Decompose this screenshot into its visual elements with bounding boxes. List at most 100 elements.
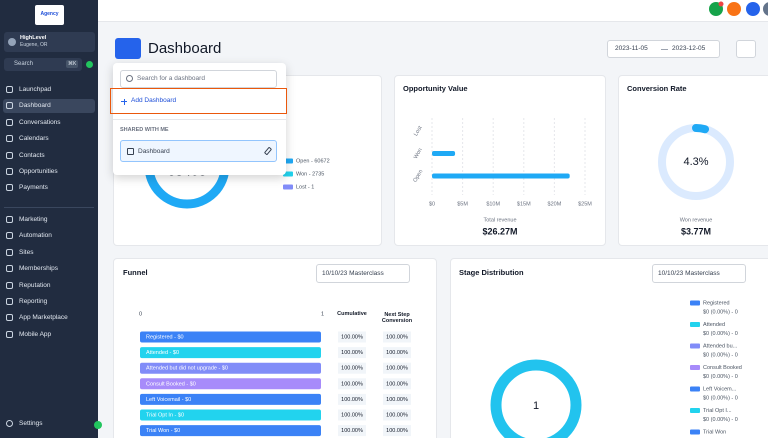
cumulative: 100.00% [341,334,363,340]
bar [432,151,456,156]
filter-select[interactable]: 10/10/23 Masterclass [652,264,746,283]
nav-item[interactable]: Reporting [3,295,95,309]
nav-item[interactable]: Marketing [3,213,95,227]
nav-icon [6,102,13,110]
nav-icon [6,135,13,143]
nav-label: Opportunities [19,168,58,175]
filter-select[interactable]: 10/10/23 Masterclass [316,264,410,283]
legend-swatch [690,343,700,349]
nav-label: Conversations [19,118,61,126]
cell [383,331,411,343]
card-title: Funnel [123,268,148,277]
axis-label: 1 [321,311,324,317]
legend-label: Lost - 1 [296,184,314,190]
nav-label: App Marketplace [19,314,68,322]
nav-item[interactable]: Payments [3,181,95,195]
date-end: 2023-12-05 [672,45,706,52]
date-range[interactable]: 2023-11-05 2023-12-05 [607,40,720,58]
nav-icon [6,330,13,338]
dashboard-dropdown: Search for a dashboard Add Dashboard SHARE… [110,63,287,175]
cell [338,425,366,437]
next-conversion: 100.00% [386,412,408,418]
nav-icon [6,298,13,305]
divider [113,119,286,120]
dashboard-switcher[interactable] [115,38,141,59]
edit-button[interactable] [736,40,756,58]
add-label: Add Dashboard [131,97,177,104]
cell [383,425,411,437]
nav-item[interactable]: Sites [3,246,95,260]
donut-ring [490,359,582,438]
nav-item[interactable]: Automation [3,229,95,243]
caption: Won revenue [680,217,713,223]
nav-item[interactable]: Contacts [3,149,95,163]
account-name: HighLevel [20,35,47,41]
funnel-bar [140,409,321,421]
next-conversion: 100.00% [386,428,408,434]
card-title: Opportunity Value [403,84,468,93]
settings-item[interactable]: Settings [3,417,95,431]
nav-label: Calendars [19,135,49,143]
nav-item[interactable]: Calendars [3,132,95,146]
legend-detail: $0 (0.00%) - 0 [703,309,738,315]
funnel-label: Consult Booked - $0 [146,381,196,387]
nav-label: Launchpad [19,86,52,93]
nav-item[interactable]: Launchpad [3,83,95,97]
donut-value: 1 [533,400,539,412]
add-dashboard[interactable]: Add Dashboard [110,88,287,114]
nav-item[interactable]: Dashboard [3,99,95,114]
quick-add[interactable] [86,61,93,68]
funnel-bar [140,393,321,405]
nav-icon [6,248,13,256]
legend-name: Consult Booked [703,365,742,371]
funnel-label: Trial Won - $0 [146,428,180,434]
x-tick-label: $0 [429,201,435,207]
nav-item[interactable]: Opportunities [3,165,95,179]
logo-text: Agency [40,11,59,17]
cell [338,393,366,405]
y-category-label: Won [413,147,424,160]
nav-icon [6,281,13,289]
x-tick-label: $15M [517,201,531,207]
nav-item[interactable]: Mobile App [3,328,95,342]
y-category-label: Open [412,169,424,184]
nav-label: Reputation [19,281,51,289]
nav-item[interactable]: Memberships [3,262,95,276]
nav-label: Contacts [19,151,45,159]
x-tick-label: $25M [578,201,592,207]
legend-swatch [690,322,700,327]
logo: Agency [35,5,64,25]
cell [383,409,411,421]
nav-icon [6,184,13,192]
card-title: Conversion Rate [627,84,687,93]
filter-value: 10/10/23 Masterclass [658,270,720,277]
nav-icon [6,168,13,175]
account-location: Eugene, OR [20,42,48,48]
cell [383,393,411,405]
amount: $26.27M [482,226,517,236]
cell [338,362,366,374]
nav-item[interactable]: Conversations [3,116,95,130]
search-box[interactable]: Search ⌘K [4,58,82,71]
dashboard-item[interactable]: Dashboard [120,140,277,162]
legend-name: Trial Opt I... [703,408,732,414]
x-tick-label: $10M [486,201,500,207]
nav-label: Automation [19,232,52,240]
funnel-bar [140,362,321,374]
legend-swatch [690,408,700,413]
account-switcher[interactable]: HighLevel Eugene, OR [4,32,95,52]
nav-item[interactable]: App Marketplace [3,311,95,325]
next-conversion: 100.00% [386,381,408,387]
filter-value: 10/10/23 Masterclass [322,270,384,277]
nav-item[interactable]: Reputation [3,279,95,293]
dashboard-search[interactable]: Search for a dashboard [120,70,277,88]
page-title: Dashboard [148,40,222,57]
cell [338,409,366,421]
sidebar: Agency HighLevel Eugene, OR Search ⌘K Launchp… [0,0,98,438]
cumulative: 100.00% [341,366,363,372]
x-tick-label: $20M [548,201,562,207]
opportunity-value-card [394,75,606,246]
legend-swatch [283,184,293,190]
item-label: Dashboard [138,148,170,155]
cumulative: 100.00% [341,381,363,387]
